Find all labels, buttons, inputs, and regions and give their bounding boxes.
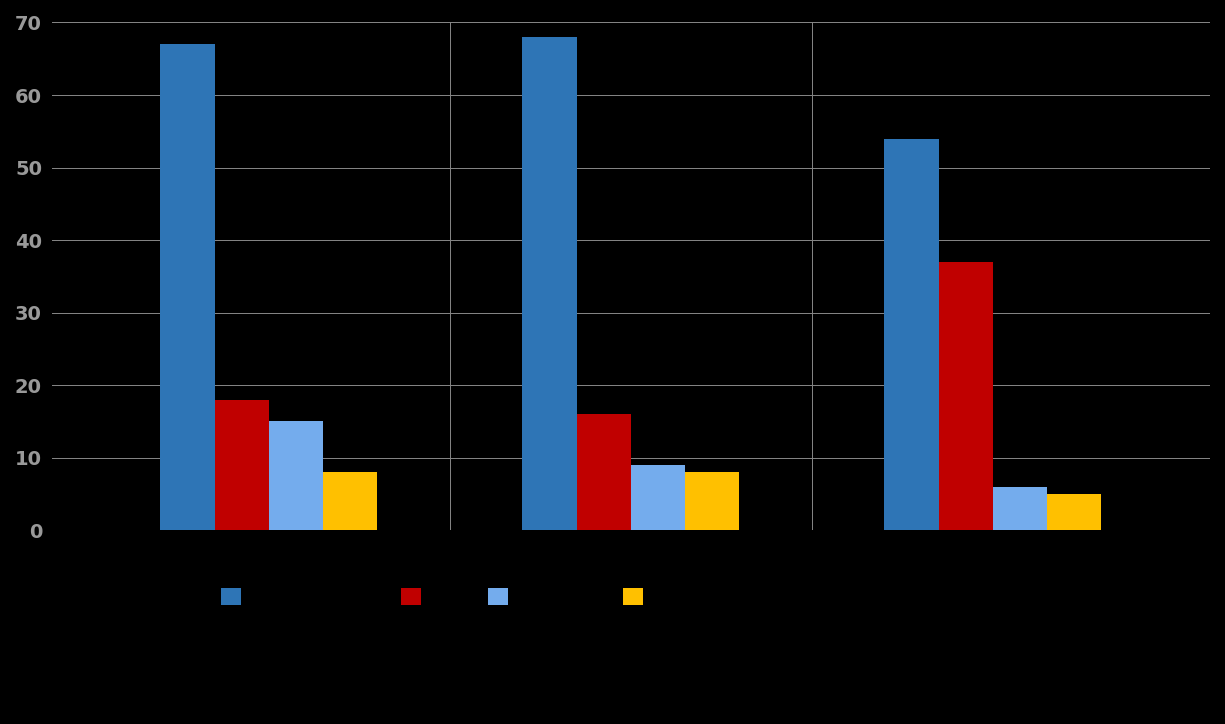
Bar [1047,494,1101,530]
Bar [577,414,631,530]
Bar [160,44,214,530]
Bar [522,37,577,530]
Bar [685,472,740,530]
Bar [938,262,992,530]
Legend: Mastercard/Visa, Cash, Other card, Bank transfer: Mastercard/Visa, Cash, Other card, Bank … [214,581,769,613]
Bar [214,400,270,530]
Bar [323,472,377,530]
Bar [270,421,323,530]
Bar [992,487,1047,530]
Bar [884,138,938,530]
Bar [631,465,685,530]
